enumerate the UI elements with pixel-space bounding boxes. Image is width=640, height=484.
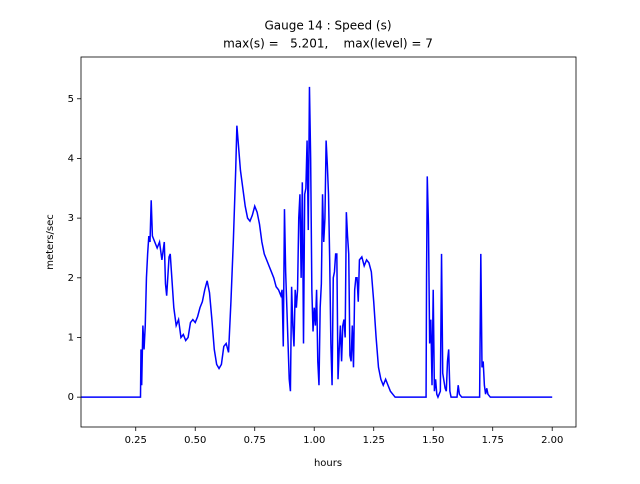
- x-axis-label: hours: [314, 458, 342, 469]
- y-axis-label: meters/sec: [45, 214, 56, 270]
- y-tick-label: 0: [68, 392, 74, 403]
- y-tick-label: 4: [68, 153, 74, 164]
- data-line: [81, 86, 553, 400]
- y-tick-label: 2: [68, 273, 74, 284]
- x-tick-label: 0.50: [184, 435, 206, 446]
- x-tick-label: 2.00: [541, 435, 563, 446]
- chart-title: Gauge 14 : Speed (s): [264, 19, 391, 33]
- x-tick-label: 0.25: [125, 435, 147, 446]
- chart-subtitle: max(s) = 5.201, max(level) = 7: [223, 37, 433, 51]
- x-tick-label: 1.50: [422, 435, 444, 446]
- x-tick-label: 0.75: [244, 435, 266, 446]
- plot-frame: [80, 56, 577, 428]
- x-tick-label: 1.75: [482, 435, 504, 446]
- x-tick-label: 1.00: [303, 435, 325, 446]
- y-tick-label: 5: [68, 94, 74, 105]
- y-tick-label: 3: [68, 213, 74, 224]
- x-tick-label: 1.25: [363, 435, 385, 446]
- y-tick-label: 1: [68, 332, 74, 343]
